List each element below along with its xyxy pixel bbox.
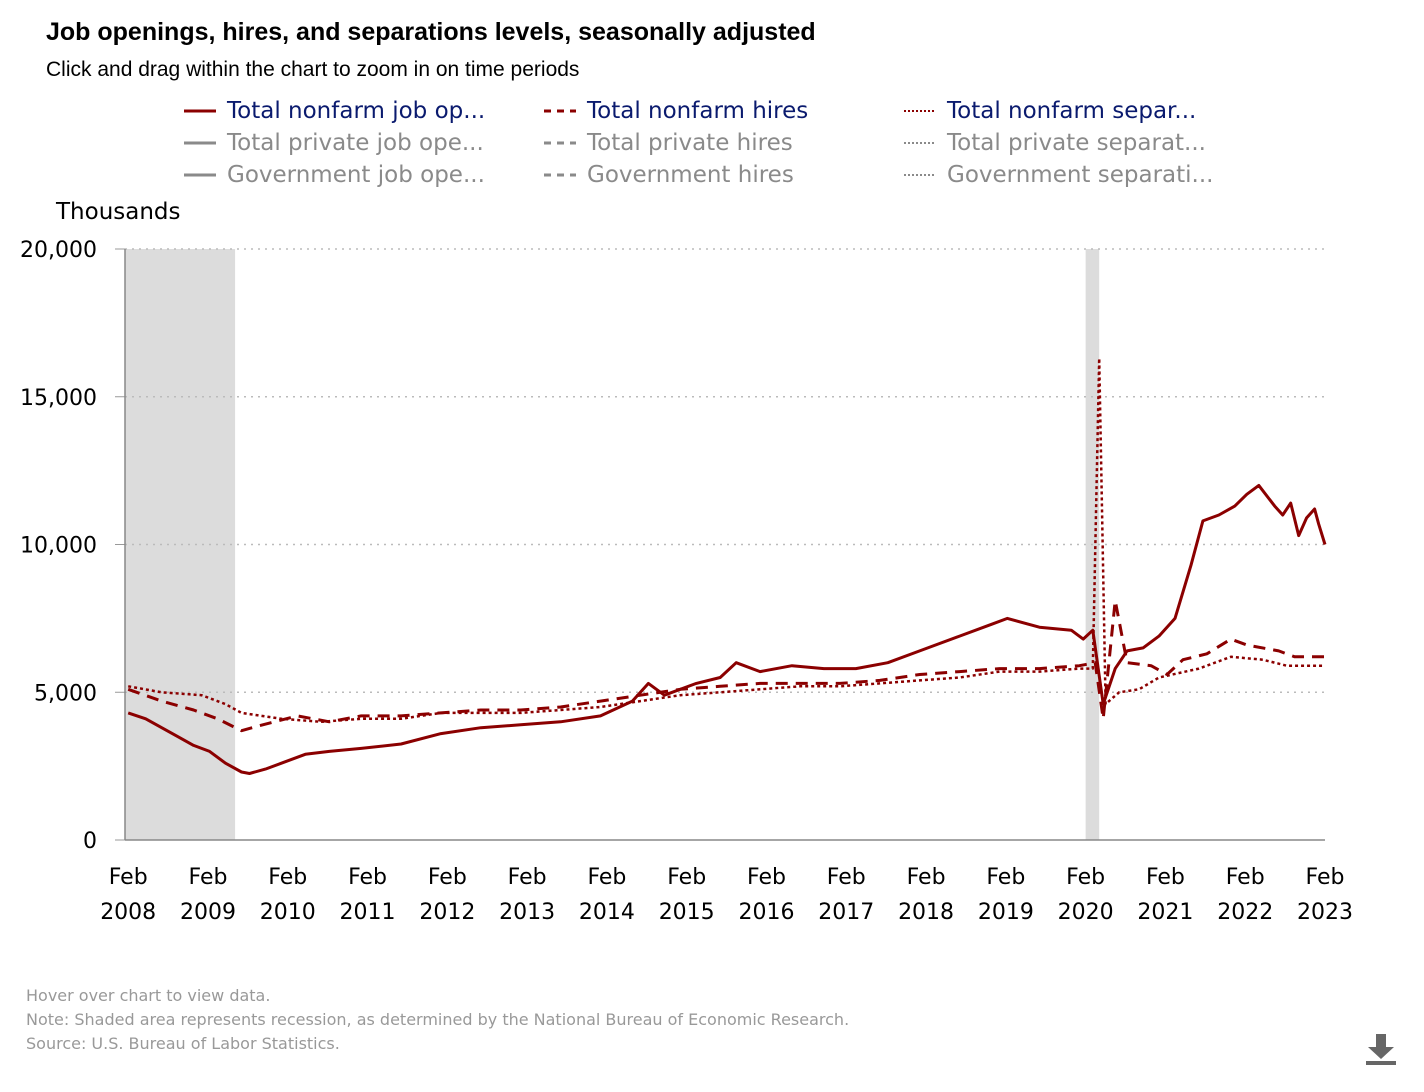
- x-tick-year: 2012: [419, 900, 475, 925]
- download-button[interactable]: [1364, 1032, 1398, 1070]
- x-tick-year: 2022: [1217, 900, 1273, 925]
- legend-solid-line-icon: [184, 141, 216, 145]
- x-tick-year: 2014: [579, 900, 635, 925]
- x-tick-year: 2010: [260, 900, 316, 925]
- y-tick-label: 20,000: [20, 238, 97, 263]
- legend-label: Government hires: [587, 162, 794, 188]
- legend-label: Total private separat...: [947, 130, 1206, 156]
- legend-dotted-line-icon: [904, 142, 936, 144]
- x-tick-year: 2016: [738, 900, 794, 925]
- chart-title: Job openings, hires, and separations lev…: [46, 18, 816, 46]
- legend-dashed-line-icon: [544, 109, 576, 113]
- legend-item-8[interactable]: Government separati...: [903, 162, 1213, 188]
- x-tick-year: 2008: [100, 900, 156, 925]
- legend-label: Total nonfarm separ...: [947, 98, 1197, 124]
- x-tick-month: Feb: [189, 865, 228, 890]
- y-tick-label: 15,000: [20, 386, 97, 411]
- legend-item-1[interactable]: Total nonfarm hires: [543, 98, 808, 124]
- legend-dashed-line-icon: [544, 141, 576, 145]
- legend-item-3[interactable]: Total private job ope...: [183, 130, 484, 156]
- legend-solid-line-icon: [184, 173, 216, 177]
- x-tick-month: Feb: [428, 865, 467, 890]
- x-tick-month: Feb: [1066, 865, 1105, 890]
- x-tick-month: Feb: [1226, 865, 1265, 890]
- x-tick-year: 2009: [180, 900, 236, 925]
- hover-hint: Hover over chart to view data.: [26, 986, 271, 1005]
- recession-shade: [125, 249, 236, 840]
- chart-footer: Hover over chart to view data. Note: Sha…: [26, 984, 849, 1056]
- x-tick-year: 2013: [499, 900, 555, 925]
- x-tick-month: Feb: [747, 865, 786, 890]
- x-tick-month: Feb: [667, 865, 706, 890]
- x-tick-month: Feb: [1146, 865, 1185, 890]
- legend-item-2[interactable]: Total nonfarm separ...: [903, 98, 1196, 124]
- legend-label: Total nonfarm hires: [587, 98, 809, 124]
- recession-note: Note: Shaded area represents recession, …: [26, 1010, 850, 1029]
- x-tick-month: Feb: [587, 865, 626, 890]
- x-tick-month: Feb: [986, 865, 1025, 890]
- chart-plot[interactable]: 0 5,000 10,000 15,000 20,000 Thousands Feb 2008…: [0, 0, 1424, 960]
- source-note: Source: U.S. Bureau of Labor Statistics.: [26, 1034, 340, 1053]
- legend-label: Total nonfarm job op...: [227, 98, 486, 124]
- x-tick-month: Feb: [268, 865, 307, 890]
- series-line-solid[interactable]: [127, 483, 1327, 775]
- x-tick-month: Feb: [109, 865, 148, 890]
- series-line-dashed[interactable]: [127, 599, 1325, 733]
- x-tick-year: 2015: [659, 900, 715, 925]
- legend-item-7[interactable]: Government hires: [543, 162, 794, 188]
- x-tick-year: 2017: [818, 900, 874, 925]
- download-icon: [1366, 1034, 1396, 1065]
- legend-label: Total private job ope...: [227, 130, 484, 156]
- y-tick-label: 10,000: [20, 534, 97, 559]
- y-axis-label: Thousands: [55, 199, 181, 225]
- x-tick-month: Feb: [348, 865, 387, 890]
- x-tick-year: 2019: [978, 900, 1034, 925]
- legend-label: Total private hires: [587, 130, 793, 156]
- x-tick-month: Feb: [907, 865, 946, 890]
- legend-item-6[interactable]: Government job ope...: [183, 162, 485, 188]
- legend-dotted-line-icon: [904, 174, 936, 176]
- x-tick-year: 2018: [898, 900, 954, 925]
- x-tick-month: Feb: [508, 865, 547, 890]
- x-tick-year: 2023: [1297, 900, 1353, 925]
- y-tick-label: 0: [83, 829, 97, 854]
- series-line-dotted[interactable]: [127, 357, 1325, 724]
- legend-label: Government job ope...: [227, 162, 485, 188]
- x-tick-month: Feb: [1306, 865, 1345, 890]
- legend-dashed-line-icon: [544, 173, 576, 177]
- legend-dotted-line-icon: [904, 110, 936, 112]
- x-tick-month: Feb: [827, 865, 866, 890]
- legend-label: Government separati...: [947, 162, 1214, 188]
- legend-item-4[interactable]: Total private hires: [543, 130, 793, 156]
- x-tick-year: 2020: [1058, 900, 1114, 925]
- x-tick-year: 2011: [340, 900, 396, 925]
- legend-item-0[interactable]: Total nonfarm job op...: [183, 98, 485, 124]
- y-tick-label: 5,000: [34, 681, 97, 706]
- chart-subtitle: Click and drag within the chart to zoom …: [46, 58, 580, 81]
- legend-item-5[interactable]: Total private separat...: [903, 130, 1206, 156]
- legend-solid-line-icon: [184, 109, 216, 113]
- x-tick-year: 2021: [1137, 900, 1193, 925]
